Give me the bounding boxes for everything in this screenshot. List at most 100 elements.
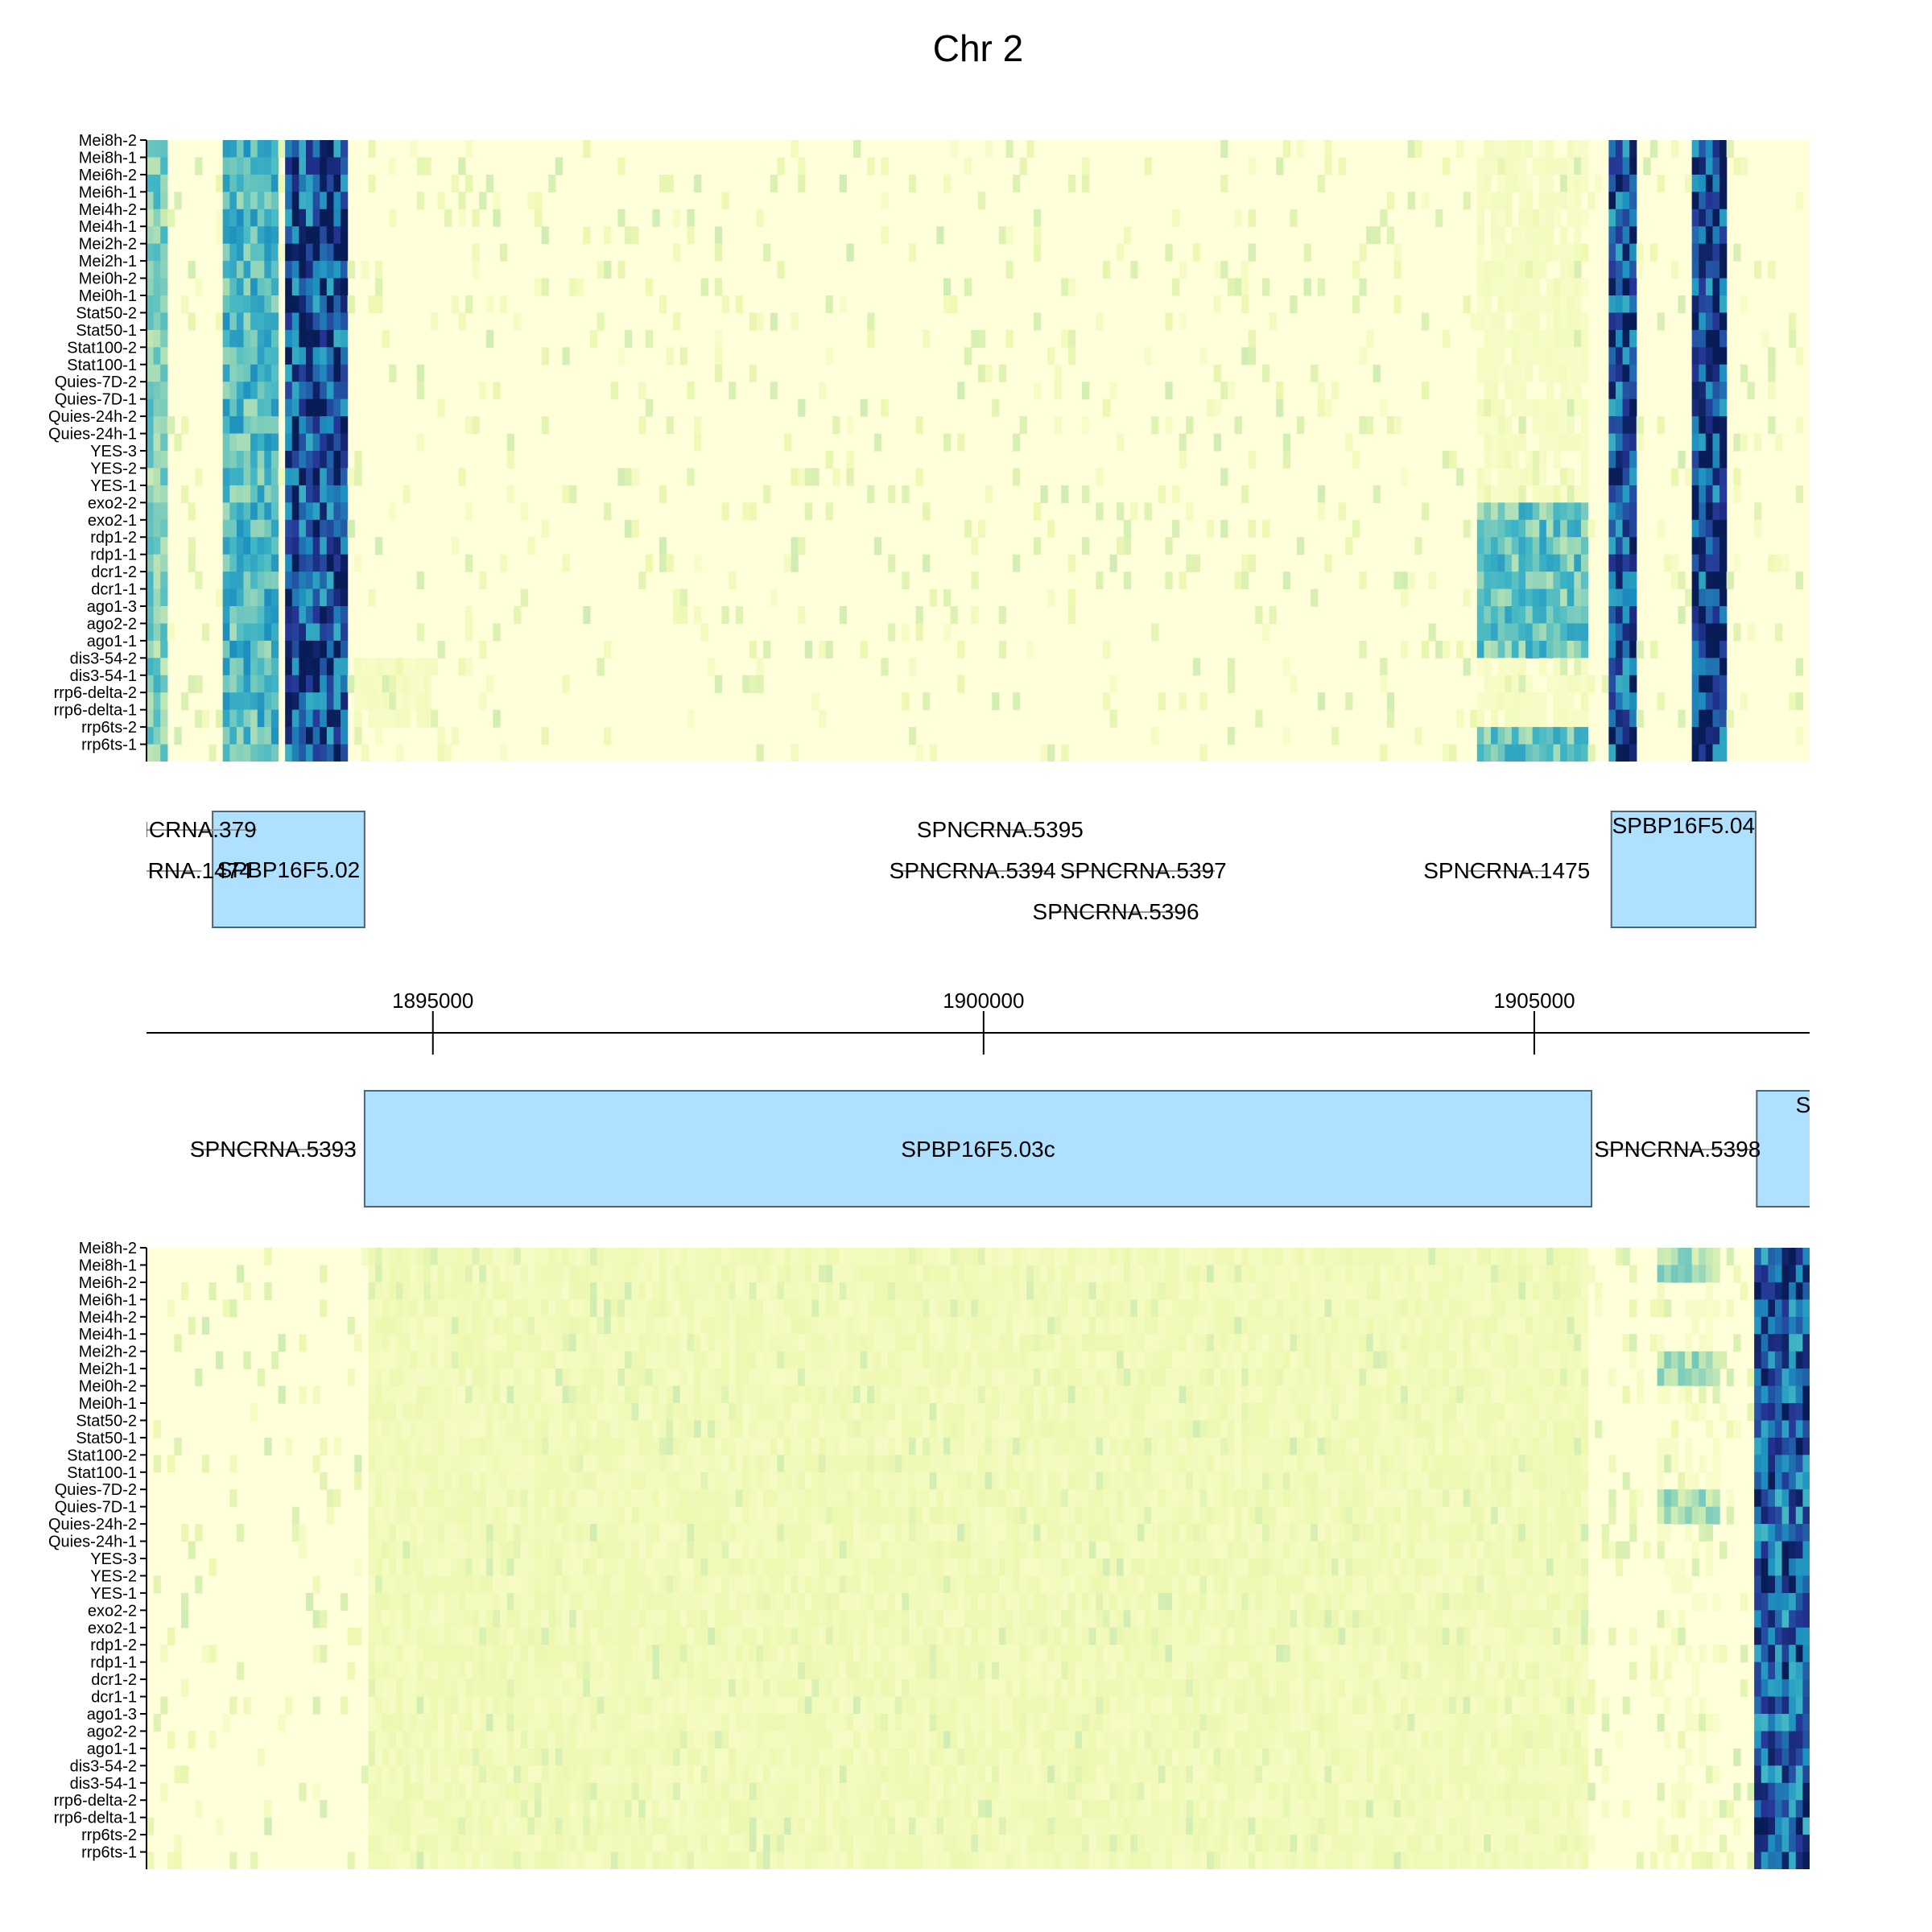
heatmap-cell — [777, 1299, 785, 1318]
heatmap-cell — [1691, 243, 1699, 262]
heatmap-cell — [1774, 1265, 1783, 1283]
heatmap-cell — [929, 1403, 937, 1422]
heatmap-cell — [500, 1420, 508, 1439]
heatmap-cell — [1532, 226, 1540, 245]
heatmap-cell — [1311, 1368, 1319, 1387]
heatmap-cell — [1580, 1455, 1589, 1473]
heatmap-cell — [1373, 1265, 1381, 1283]
ncrna-feature-label: SPNCRNA.5393 — [190, 1137, 357, 1162]
heatmap-cell — [416, 1472, 424, 1490]
heatmap-cell — [1130, 1420, 1138, 1439]
heatmap-cell — [902, 692, 910, 711]
heatmap-cell — [714, 1299, 723, 1318]
heatmap-cell — [320, 261, 328, 279]
heatmap-cell — [1795, 192, 1803, 210]
heatmap-cell — [464, 1385, 473, 1404]
heatmap-cell — [1705, 1282, 1714, 1300]
heatmap-cell — [1505, 261, 1513, 279]
heatmap-cell — [645, 278, 654, 296]
heatmap-cell — [257, 675, 265, 693]
heatmap-cell — [270, 1351, 279, 1369]
heatmap-cell — [1476, 1455, 1485, 1473]
heatmap-cell — [1227, 1248, 1236, 1266]
heatmap-cell — [1795, 1455, 1803, 1473]
heatmap-cell — [382, 1316, 390, 1335]
heatmap-cell — [458, 468, 466, 486]
heatmap-cell — [1407, 1316, 1415, 1335]
heatmap-cell — [735, 1316, 743, 1335]
heatmap-cell — [1324, 140, 1332, 159]
heatmap-cell — [1088, 1265, 1096, 1283]
heatmap-cell — [291, 451, 299, 469]
heatmap-cell — [1699, 623, 1707, 642]
heatmap-cell — [860, 1299, 868, 1318]
heatmap-cell — [1580, 451, 1589, 469]
heatmap-cell — [1442, 1385, 1450, 1404]
heatmap-cell — [583, 1265, 591, 1283]
heatmap-cell — [527, 1385, 535, 1404]
heatmap-cell — [1491, 278, 1499, 296]
heatmap-cell — [1546, 226, 1554, 245]
heatmap-cell — [964, 1437, 972, 1455]
heatmap-cell — [1615, 692, 1624, 711]
heatmap-cell — [1781, 1403, 1790, 1422]
heatmap-cell — [389, 1334, 397, 1352]
heatmap-cell — [493, 208, 501, 227]
heatmap-cell — [1414, 1316, 1422, 1335]
heatmap-cell — [1386, 1248, 1395, 1266]
heatmap-cell — [832, 416, 840, 435]
heatmap-cell — [1532, 398, 1540, 417]
heatmap-cell — [1476, 192, 1485, 210]
heatmap-cell — [936, 226, 944, 245]
heatmap-cell — [1664, 1351, 1672, 1369]
heatmap-cell — [1386, 226, 1395, 245]
heatmap-cell — [472, 1455, 480, 1473]
heatmap-cell — [1768, 364, 1776, 382]
heatmap-cell — [153, 312, 161, 331]
heatmap-cell — [1311, 364, 1319, 382]
heatmap-cell — [770, 1248, 778, 1266]
heatmap-cell — [1324, 1316, 1332, 1335]
heatmap-cell — [535, 1368, 543, 1387]
heatmap-cell — [1505, 623, 1513, 642]
heatmap-cell — [1795, 1282, 1803, 1300]
heatmap-cell — [1719, 606, 1728, 625]
heatmap-cell — [1574, 1368, 1582, 1387]
heatmap-cell — [1165, 1420, 1173, 1439]
heatmap-cell — [1366, 1351, 1374, 1369]
heatmap-cell — [222, 468, 230, 486]
heatmap-cell — [1629, 709, 1637, 728]
heatmap-cell — [1670, 140, 1679, 159]
heatmap-cell — [1428, 1368, 1436, 1387]
heatmap-cell — [777, 1316, 785, 1335]
heatmap-cell — [410, 1265, 418, 1283]
heatmap-cell — [589, 1334, 598, 1352]
heatmap-cell — [153, 208, 161, 227]
heatmap-cell — [687, 1265, 695, 1283]
heatmap-cell — [617, 1472, 625, 1490]
heatmap-cell — [853, 1248, 861, 1266]
heatmap-cell — [326, 364, 335, 382]
heatmap-cell — [485, 675, 494, 693]
heatmap-cell — [437, 1265, 445, 1283]
heatmap-cell — [679, 1368, 688, 1387]
heatmap-cell — [153, 675, 161, 693]
heatmap-cell — [160, 658, 168, 676]
heatmap-cell — [153, 588, 161, 607]
heatmap-cell — [1269, 1282, 1277, 1300]
heatmap-cell — [382, 658, 390, 676]
heatmap-cell — [250, 261, 258, 279]
heatmap-cell — [825, 1248, 833, 1266]
heatmap-cell — [604, 1351, 612, 1369]
heatmap-cell — [535, 1420, 543, 1439]
heatmap-cell — [326, 243, 335, 262]
heatmap-cell — [700, 278, 708, 296]
heatmap-cell — [749, 1455, 758, 1473]
heatmap-cell — [819, 1351, 827, 1369]
heatmap-cell — [333, 416, 341, 435]
heatmap-cell — [756, 1385, 764, 1404]
heatmap-cell — [1795, 658, 1803, 676]
heatmap-cell — [1470, 640, 1478, 658]
heatmap-cell — [375, 675, 383, 693]
heatmap-cell — [1691, 572, 1699, 590]
